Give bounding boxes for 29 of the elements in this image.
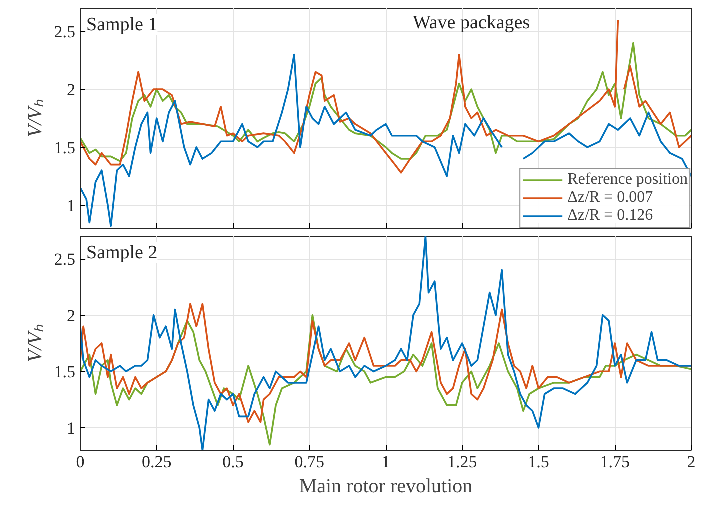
y-tick-label: 2 [67,306,76,326]
x-tick-label: 1.5 [528,452,550,472]
y-axis-title: V/Vₕ [24,324,46,362]
x-tick-label: 0.25 [142,452,172,472]
y-tick-label: 1 [67,196,76,216]
x-tick-label: 0.5 [222,452,244,472]
x-tick-label: 1 [382,452,390,472]
y-tick-label: 2.5 [54,22,76,42]
x-tick-label: 0 [76,452,85,472]
y-tick-label: 1 [67,418,76,438]
legend-label: Δz/R = 0.007 [568,189,654,207]
line-series [80,42,692,162]
chart-title: Sample 2 [86,242,158,264]
chart-title: Sample 1 [86,14,158,36]
y-tick-label: 1.5 [54,362,76,382]
line-series [80,314,692,446]
x-tick-label: 0.75 [294,452,324,472]
y-tick-label: 2.5 [54,250,76,270]
legend-label: Δz/R = 0.126 [568,207,654,225]
legend-label: Reference position [568,171,688,189]
line-series [80,236,692,450]
x-tick-label: 2 [687,452,696,472]
y-tick-label: 1.5 [54,138,76,158]
annotation: Wave packages [412,12,530,34]
y-tick-label: 2 [67,80,76,100]
y-axis-title: V/Vₕ [24,99,46,138]
x-tick-label: 1.75 [600,452,630,472]
x-tick-label: 1.25 [448,452,478,472]
x-axis-title: Main rotor revolution [299,476,473,498]
